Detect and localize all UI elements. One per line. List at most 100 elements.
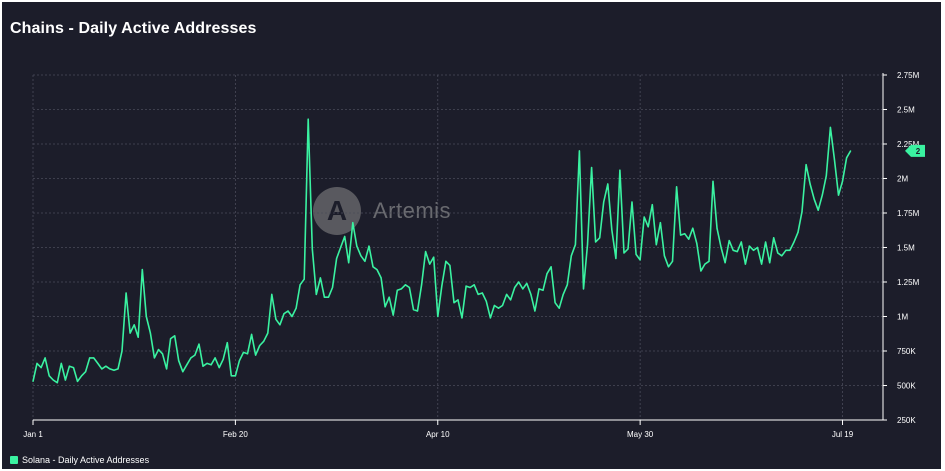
data-point (416, 310, 419, 312)
artemis-logo-glyph: A (326, 195, 348, 226)
data-point (36, 362, 38, 364)
data-point (352, 222, 354, 224)
data-point (821, 194, 823, 196)
data-point (801, 211, 803, 213)
x-axis: Jan 1 Feb 20 Apr 10 May 30 Jul 19 (23, 419, 883, 439)
data-point (44, 357, 46, 359)
y-tick-label: 1.5M (897, 244, 915, 253)
data-point (501, 304, 504, 307)
data-point (251, 333, 253, 335)
data-point (210, 364, 212, 366)
data-point (113, 369, 115, 371)
data-point (85, 371, 87, 373)
data-point (469, 286, 471, 289)
data-point (400, 288, 402, 290)
data-point (121, 350, 123, 352)
data-point (404, 284, 406, 286)
data-point (599, 237, 601, 239)
data-point (170, 338, 172, 340)
data-point (680, 234, 682, 236)
data-point (477, 293, 479, 295)
data-point (716, 227, 718, 229)
data-point (692, 227, 694, 229)
data-point (255, 354, 257, 356)
data-point (149, 332, 151, 334)
data-point (497, 307, 500, 309)
data-point (623, 252, 625, 254)
y-tick-label: 500K (897, 382, 916, 391)
data-point (619, 169, 621, 171)
data-point (651, 204, 653, 206)
data-point (506, 293, 508, 295)
data-point (421, 284, 423, 286)
data-point (566, 284, 568, 286)
data-point (32, 380, 34, 382)
legend[interactable]: Solana - Daily Active Addresses (10, 455, 149, 465)
data-point (327, 296, 330, 298)
data-point (437, 315, 439, 318)
data-point (295, 307, 297, 309)
data-point (384, 306, 386, 308)
data-point (364, 260, 366, 262)
y-tick-label: 1.75M (897, 209, 920, 218)
data-point (259, 344, 261, 347)
data-point (89, 357, 91, 359)
data-point (793, 241, 795, 243)
data-point (93, 357, 95, 359)
data-point (744, 263, 747, 265)
data-point (174, 335, 176, 337)
data-point (586, 244, 589, 246)
data-point (574, 244, 577, 246)
data-point (56, 382, 58, 384)
data-point (336, 257, 338, 260)
data-point (101, 368, 103, 370)
data-point (538, 288, 540, 290)
data-point (773, 237, 775, 239)
data-point (591, 166, 593, 169)
data-point (360, 255, 362, 257)
artemis-logo-icon: A (313, 187, 361, 235)
data-point (40, 367, 42, 369)
data-point (526, 282, 528, 284)
data-point (238, 360, 240, 362)
data-point (161, 353, 164, 355)
data-point (68, 365, 70, 367)
data-point (64, 379, 66, 381)
last-value-label: 2 (916, 147, 921, 156)
data-point (186, 364, 188, 366)
data-point (291, 315, 293, 318)
data-point (125, 292, 127, 294)
data-point (344, 235, 346, 238)
data-point (433, 256, 435, 258)
watermark-text: Artemis (373, 198, 452, 223)
data-point (510, 299, 512, 301)
data-point (72, 367, 75, 369)
data-point (785, 249, 787, 251)
data-point (643, 216, 645, 218)
data-point (48, 375, 50, 377)
data-point (789, 249, 791, 251)
data-point (81, 375, 83, 377)
data-point (736, 251, 738, 253)
data-point (190, 357, 192, 359)
data-point (570, 255, 572, 257)
data-point (817, 209, 819, 211)
data-point (129, 332, 131, 334)
y-tick-label: 1.25M (897, 278, 920, 287)
data-point (846, 157, 848, 159)
y-tick-label: 2M (897, 175, 908, 184)
data-point (145, 315, 147, 318)
data-point (222, 358, 224, 360)
data-point (761, 263, 763, 265)
data-point (202, 365, 204, 367)
data-point (275, 318, 277, 320)
x-tick-label: Jul 19 (832, 430, 854, 439)
data-point (76, 380, 79, 382)
data-point (635, 253, 637, 255)
data-point (473, 284, 475, 286)
data-point (271, 293, 273, 295)
data-point (178, 360, 180, 362)
data-point (230, 375, 232, 377)
x-tick-label: May 30 (627, 430, 654, 439)
chart-title: Chains - Daily Active Addresses (10, 20, 257, 37)
